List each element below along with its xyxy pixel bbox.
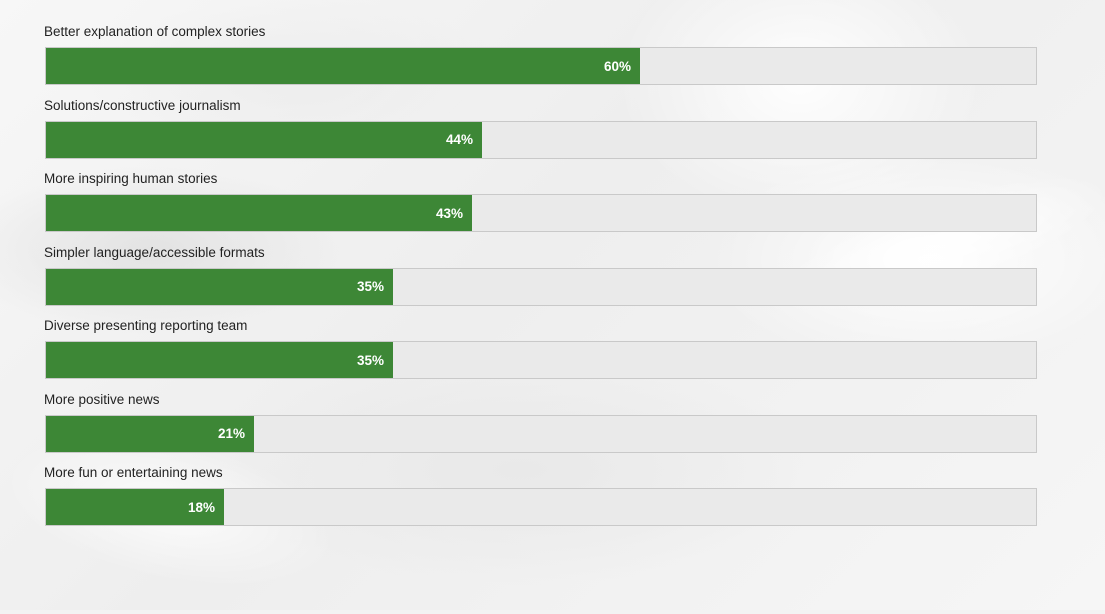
bar-track: 44% [45, 120, 1037, 159]
bar-value-label: 35% [356, 279, 384, 294]
bar: 43% [46, 195, 472, 231]
bar-category-label: Simpler language/accessible formats [44, 244, 265, 260]
bar-row: More fun or entertaining news 18% [44, 465, 1039, 530]
bar: 44% [46, 121, 482, 158]
bar: 35% [46, 342, 393, 378]
bar-row: Solutions/constructive journalism 44% [44, 98, 1039, 163]
bar-category-label: Better explanation of complex stories [44, 24, 266, 39]
bar-track: 43% [45, 194, 1037, 232]
bar: 60% [46, 48, 640, 84]
bar: 21% [46, 415, 254, 452]
bar-track: 35% [45, 341, 1037, 379]
bar-category-label: Diverse presenting reporting team [44, 318, 248, 333]
bar-track: 18% [45, 488, 1037, 526]
bar: 35% [46, 268, 393, 305]
bar-track: 60% [45, 47, 1037, 85]
bar-row: Better explanation of complex stories 60% [44, 24, 1039, 89]
bar-value-label: 44% [445, 132, 473, 147]
bar-category-label: More inspiring human stories [44, 171, 218, 186]
bar: 18% [46, 489, 224, 525]
bar-row: Simpler language/accessible formats 35% [44, 245, 1039, 310]
bar-category-label: Solutions/constructive journalism [44, 97, 241, 113]
bar-value-label: 21% [217, 426, 245, 441]
bar-value-label: 43% [435, 205, 463, 221]
bar-row: More positive news 21% [44, 392, 1039, 457]
bar-track: 21% [45, 414, 1037, 453]
bar-category-label: More fun or entertaining news [44, 465, 223, 480]
bar-row: Diverse presenting reporting team 35% [44, 318, 1039, 383]
bar-value-label: 18% [187, 499, 215, 515]
bar-value-label: 60% [603, 58, 631, 74]
bar-category-label: More positive news [44, 391, 160, 407]
bar-row: More inspiring human stories 43% [44, 171, 1039, 236]
bar-value-label: 35% [356, 352, 384, 368]
bar-track: 35% [45, 267, 1037, 306]
